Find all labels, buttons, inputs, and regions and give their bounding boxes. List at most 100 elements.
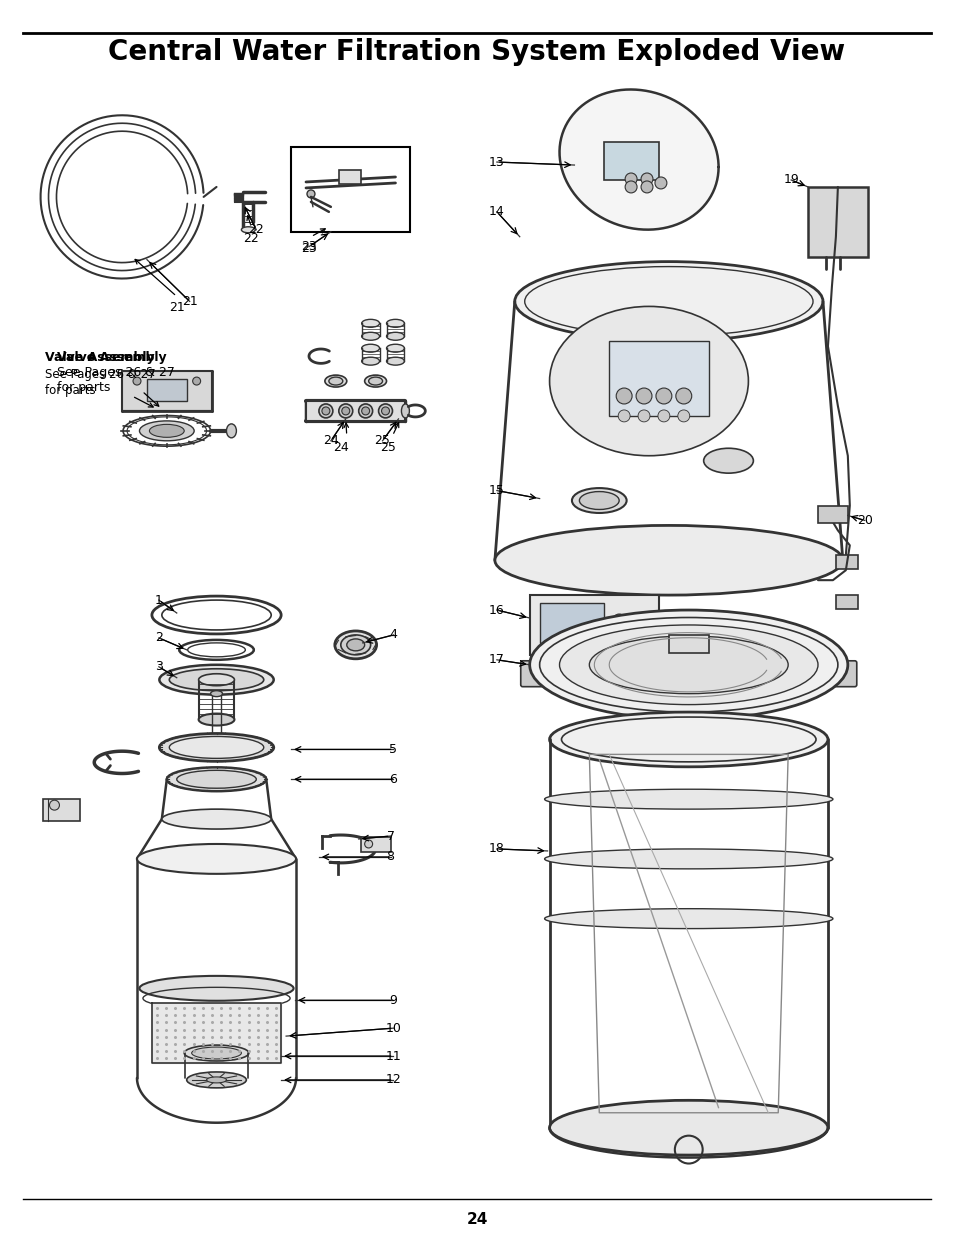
Ellipse shape xyxy=(321,408,330,415)
Text: 24: 24 xyxy=(333,441,348,453)
Ellipse shape xyxy=(361,345,379,352)
Circle shape xyxy=(50,800,59,810)
Circle shape xyxy=(636,388,651,404)
Circle shape xyxy=(656,388,671,404)
Ellipse shape xyxy=(589,636,787,694)
Text: 22: 22 xyxy=(243,232,259,245)
Circle shape xyxy=(678,410,689,422)
Ellipse shape xyxy=(495,525,841,595)
Circle shape xyxy=(618,410,629,422)
FancyBboxPatch shape xyxy=(122,370,212,411)
Circle shape xyxy=(624,614,637,626)
FancyBboxPatch shape xyxy=(668,635,708,653)
Ellipse shape xyxy=(162,809,271,829)
Ellipse shape xyxy=(386,345,404,352)
Ellipse shape xyxy=(361,408,369,415)
Text: 25: 25 xyxy=(380,441,396,453)
Text: 7: 7 xyxy=(386,830,395,842)
FancyBboxPatch shape xyxy=(291,147,410,232)
Ellipse shape xyxy=(558,625,817,705)
Ellipse shape xyxy=(318,404,333,417)
Text: 13: 13 xyxy=(489,156,504,168)
Ellipse shape xyxy=(211,690,222,697)
FancyBboxPatch shape xyxy=(306,401,405,421)
FancyBboxPatch shape xyxy=(529,595,659,655)
Text: 22: 22 xyxy=(248,224,264,236)
Ellipse shape xyxy=(139,421,194,441)
FancyBboxPatch shape xyxy=(147,379,187,401)
Ellipse shape xyxy=(358,404,373,417)
FancyBboxPatch shape xyxy=(835,595,857,609)
Ellipse shape xyxy=(167,767,266,792)
Text: 9: 9 xyxy=(389,994,397,1007)
Ellipse shape xyxy=(386,320,404,327)
Text: for parts: for parts xyxy=(45,384,95,398)
Circle shape xyxy=(640,173,652,185)
Text: 21: 21 xyxy=(182,295,197,308)
Text: 2: 2 xyxy=(154,631,163,645)
Ellipse shape xyxy=(529,610,847,720)
Circle shape xyxy=(610,629,623,643)
Ellipse shape xyxy=(159,664,274,694)
Ellipse shape xyxy=(386,332,404,341)
Ellipse shape xyxy=(544,848,832,869)
FancyBboxPatch shape xyxy=(828,661,856,687)
FancyBboxPatch shape xyxy=(603,142,659,180)
Ellipse shape xyxy=(198,714,234,725)
Text: 23: 23 xyxy=(301,242,316,254)
Text: 17: 17 xyxy=(489,653,504,667)
Text: 12: 12 xyxy=(385,1073,401,1087)
Ellipse shape xyxy=(198,674,234,685)
Ellipse shape xyxy=(150,425,184,437)
Ellipse shape xyxy=(364,375,386,387)
Text: 4: 4 xyxy=(389,629,397,641)
Text: 8: 8 xyxy=(386,851,395,863)
Ellipse shape xyxy=(211,736,222,742)
Circle shape xyxy=(655,177,666,189)
Ellipse shape xyxy=(703,448,753,473)
Text: 18: 18 xyxy=(489,842,504,856)
Text: 24: 24 xyxy=(323,435,338,447)
Ellipse shape xyxy=(549,713,827,767)
Ellipse shape xyxy=(139,976,294,1000)
FancyBboxPatch shape xyxy=(817,505,847,524)
Ellipse shape xyxy=(184,1045,249,1061)
Text: See Pages 26 & 27: See Pages 26 & 27 xyxy=(57,366,175,379)
Ellipse shape xyxy=(176,771,256,788)
Ellipse shape xyxy=(226,424,236,438)
Text: 1: 1 xyxy=(154,594,163,606)
Ellipse shape xyxy=(378,404,392,417)
FancyBboxPatch shape xyxy=(807,186,867,257)
Polygon shape xyxy=(152,1003,281,1063)
Ellipse shape xyxy=(361,357,379,366)
Circle shape xyxy=(640,182,652,193)
Text: 20: 20 xyxy=(856,514,872,527)
Ellipse shape xyxy=(335,631,376,658)
Circle shape xyxy=(193,377,200,385)
Text: See Pages 26 & 27: See Pages 26 & 27 xyxy=(45,368,155,382)
Circle shape xyxy=(658,410,669,422)
Ellipse shape xyxy=(572,488,626,513)
FancyBboxPatch shape xyxy=(835,556,857,569)
Ellipse shape xyxy=(169,736,263,758)
Circle shape xyxy=(624,173,637,185)
Ellipse shape xyxy=(338,404,353,417)
Circle shape xyxy=(638,614,649,626)
Text: 14: 14 xyxy=(489,205,504,219)
Ellipse shape xyxy=(241,227,255,232)
FancyBboxPatch shape xyxy=(539,603,603,643)
Ellipse shape xyxy=(137,844,295,874)
Ellipse shape xyxy=(368,377,382,385)
Polygon shape xyxy=(559,89,718,230)
Circle shape xyxy=(638,410,649,422)
Text: 10: 10 xyxy=(385,1021,401,1035)
Text: 15: 15 xyxy=(489,484,504,496)
Ellipse shape xyxy=(187,1072,246,1088)
Text: 21: 21 xyxy=(169,301,185,315)
Circle shape xyxy=(613,614,624,626)
Circle shape xyxy=(623,629,638,643)
Text: 23: 23 xyxy=(301,240,316,253)
Text: 3: 3 xyxy=(154,661,163,673)
Ellipse shape xyxy=(515,262,822,341)
Circle shape xyxy=(307,190,314,198)
